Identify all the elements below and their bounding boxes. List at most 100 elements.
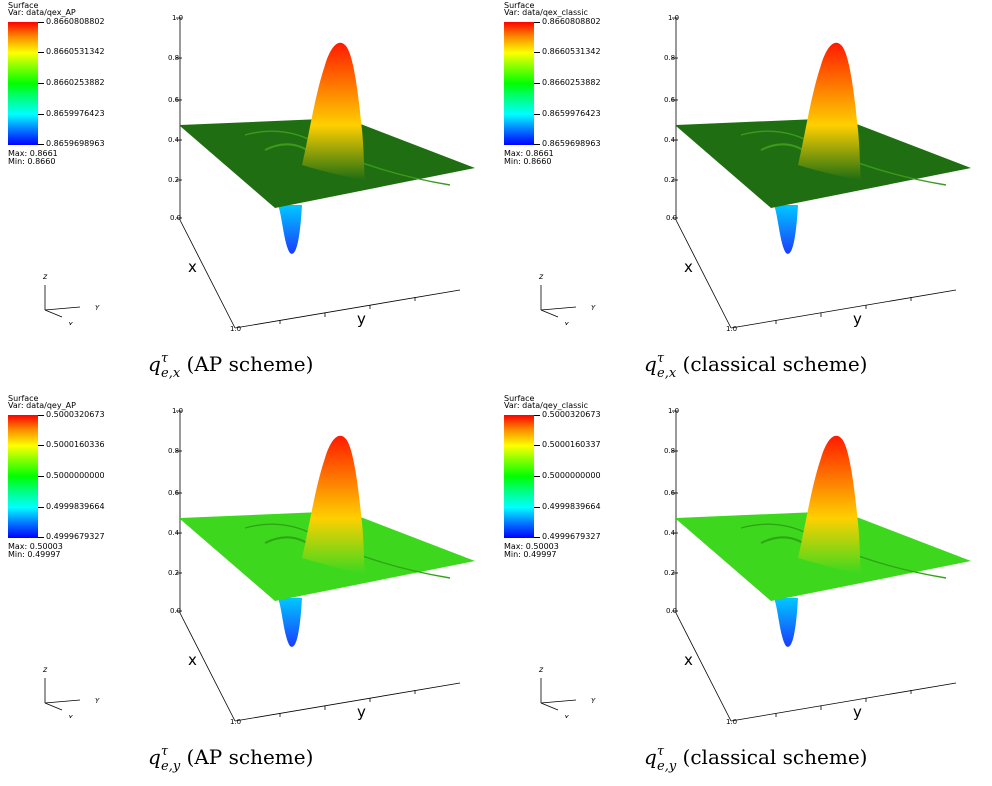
z-tick-label: 0.6 bbox=[168, 489, 180, 497]
z-tick-label: 0.0 bbox=[666, 607, 677, 615]
y-axis bbox=[234, 289, 461, 329]
colorbar-tick bbox=[534, 22, 540, 23]
colorbar-tick bbox=[38, 114, 44, 115]
surface-plot: 1.0 0.8 0.6 0.4 0.2 0.0 1.0 x y bbox=[664, 14, 971, 333]
caption-sub: e,y bbox=[657, 759, 677, 774]
colorbar-tick-label: 0.5000320673 bbox=[46, 410, 105, 419]
z-tick-label: 0.4 bbox=[664, 136, 676, 144]
caption-text: (classical scheme) bbox=[676, 352, 868, 376]
legend-min: Min: 0.49997 bbox=[8, 550, 61, 559]
surface-trough bbox=[774, 598, 798, 647]
caption-symbol: q bbox=[644, 352, 657, 376]
x-axis bbox=[675, 219, 732, 329]
figure-panel-qey-ap: Surface Var: data/qey_AP 0.5000320673 0.… bbox=[0, 393, 496, 786]
colorbar-tick-label: 0.5000160336 bbox=[46, 440, 105, 449]
colorbar bbox=[8, 415, 38, 538]
x-axis-label: x bbox=[188, 651, 197, 669]
figure-panel-qex-classic: Surface Var: data/qex_classic 0.86608088… bbox=[496, 0, 992, 393]
caption: qτe,x (AP scheme) bbox=[148, 351, 314, 381]
colorbar-tick-label: 0.5000320673 bbox=[542, 410, 601, 419]
z-ticks bbox=[672, 17, 678, 219]
corner-tick-label: 1.0 bbox=[726, 325, 737, 333]
surface-plot: 1.0 0.8 0.6 0.4 0.2 0.0 1.0 x y bbox=[168, 407, 475, 726]
triad-y-label: Y bbox=[95, 697, 100, 705]
y-axis-label: y bbox=[357, 310, 366, 328]
z-tick-label: 0.2 bbox=[664, 569, 675, 577]
z-tick-label: 0.2 bbox=[168, 569, 179, 577]
triad-x-label: X bbox=[67, 321, 73, 325]
y-axis-label: y bbox=[853, 310, 862, 328]
caption-sup: τ bbox=[160, 744, 169, 759]
y-ticks bbox=[279, 297, 416, 324]
surface-peak bbox=[302, 435, 365, 573]
caption-sup: τ bbox=[656, 744, 665, 759]
legend-max: Max: 0.50003 bbox=[504, 542, 559, 551]
surface-plot: 1.0 0.8 0.6 0.4 0.2 0.0 1.0 x y bbox=[664, 407, 971, 726]
caption-sup: τ bbox=[160, 351, 169, 366]
surface-peak bbox=[798, 42, 861, 181]
legend-title: Surface bbox=[504, 394, 535, 403]
z-tick-label: 0.6 bbox=[664, 96, 676, 104]
z-ticks bbox=[176, 410, 182, 612]
z-tick-label: 0.8 bbox=[168, 54, 179, 62]
y-axis bbox=[730, 682, 957, 722]
caption-text: (classical scheme) bbox=[676, 745, 868, 769]
colorbar bbox=[504, 415, 534, 538]
colorbar-tick-label: 0.8659698963 bbox=[542, 139, 601, 148]
colorbar-tick bbox=[38, 83, 44, 84]
y-axis bbox=[234, 682, 461, 722]
surface-peak bbox=[302, 42, 365, 181]
colorbar-tick-label: 0.5000160337 bbox=[542, 440, 601, 449]
colorbar-tick bbox=[534, 52, 540, 53]
colorbar-tick-label: 0.8659976423 bbox=[542, 109, 601, 118]
colorbar-tick bbox=[38, 507, 44, 508]
caption-sub: e,y bbox=[161, 759, 181, 774]
colorbar-tick bbox=[534, 83, 540, 84]
legend-variable: Var: data/qey_AP bbox=[8, 401, 76, 410]
z-tick-label: 0.4 bbox=[664, 529, 676, 537]
caption-sub: e,x bbox=[161, 366, 181, 381]
caption-text: (AP scheme) bbox=[180, 352, 314, 376]
legend-min: Min: 0.8660 bbox=[8, 157, 56, 166]
colorbar-tick-label: 0.8660253882 bbox=[542, 78, 601, 87]
y-ticks bbox=[775, 297, 912, 324]
colorbar-tick-label: 0.5000000000 bbox=[46, 471, 105, 480]
triad-y-label: Y bbox=[591, 697, 596, 705]
z-tick-label: 0.8 bbox=[168, 447, 179, 455]
colorbar-tick bbox=[534, 507, 540, 508]
z-tick-label: 0.8 bbox=[664, 447, 675, 455]
z-tick-label: 0.0 bbox=[666, 214, 677, 222]
colorbar-tick bbox=[38, 537, 44, 538]
colorbar-tick-label: 0.8660531342 bbox=[542, 47, 601, 56]
figure-panel-qex-ap: Surface Var: data/qex_AP 0.8660808802 0.… bbox=[0, 0, 496, 393]
triad-z-label: z bbox=[42, 272, 48, 281]
colorbar-tick bbox=[38, 415, 44, 416]
colorbar-tick bbox=[38, 445, 44, 446]
legend-min: Min: 0.8660 bbox=[504, 157, 552, 166]
z-tick-label: 1.0 bbox=[668, 14, 679, 22]
caption: qτe,y (AP scheme) bbox=[148, 744, 314, 774]
color-legend: Surface Var: data/qex_classic 0.86608088… bbox=[504, 2, 654, 172]
legend-max: Max: 0.8661 bbox=[504, 149, 554, 158]
figure-panel-qey-classic: Surface Var: data/qey_classic 0.50003206… bbox=[496, 393, 992, 786]
caption: qτe,x (classical scheme) bbox=[644, 351, 868, 381]
x-axis-label: x bbox=[684, 651, 693, 669]
caption-symbol: q bbox=[644, 745, 657, 769]
surface-trough bbox=[278, 598, 302, 647]
triad-z-label: z bbox=[42, 665, 48, 674]
surface-trough bbox=[278, 205, 302, 254]
colorbar-tick-label: 0.4999679327 bbox=[542, 532, 601, 541]
caption-text: (AP scheme) bbox=[180, 745, 314, 769]
axes-triad: z Y X bbox=[42, 665, 100, 718]
colorbar-tick-label: 0.8660531342 bbox=[46, 47, 105, 56]
colorbar-tick-label: 0.8659976423 bbox=[46, 109, 105, 118]
legend-min: Min: 0.49997 bbox=[504, 550, 557, 559]
colorbar-tick bbox=[534, 445, 540, 446]
colorbar-tick bbox=[38, 144, 44, 145]
x-axis bbox=[675, 612, 732, 722]
corner-tick-label: 1.0 bbox=[230, 325, 241, 333]
x-axis bbox=[179, 219, 236, 329]
triad-x-label: X bbox=[563, 714, 569, 718]
colorbar-tick-label: 0.8660808802 bbox=[542, 17, 601, 26]
colorbar-tick-label: 0.4999679327 bbox=[46, 532, 105, 541]
